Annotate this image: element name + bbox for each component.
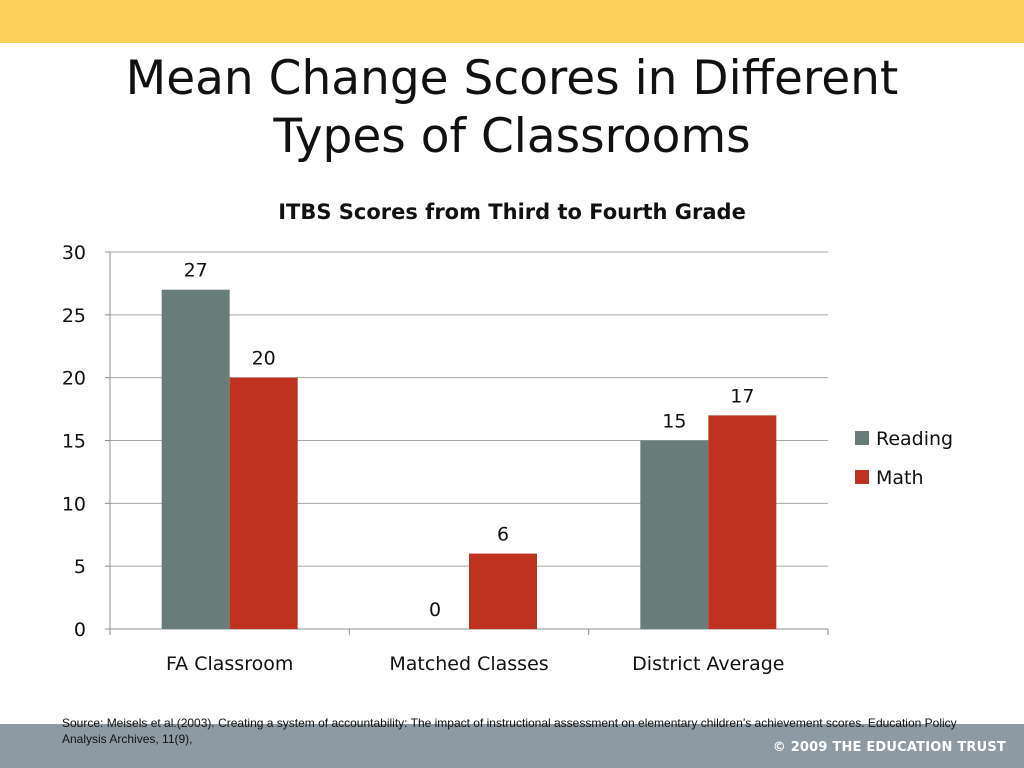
x-tick-label: FA Classroom (166, 653, 293, 675)
legend-swatch-reading (855, 431, 869, 445)
slide-title-line-2: Types of Classrooms (273, 109, 751, 164)
legend-swatch-math (855, 470, 869, 484)
bar-math-1 (469, 553, 537, 629)
data-label: 0 (429, 599, 441, 621)
chart-title: ITBS Scores from Third to Fourth Grade (278, 200, 746, 224)
y-tick-label: 30 (62, 242, 86, 264)
x-tick-label: Matched Classes (389, 653, 548, 675)
legend-label: Math (876, 467, 924, 489)
copyright-text: © 2009 THE EDUCATION TRUST (772, 740, 1006, 755)
data-label: 17 (730, 385, 754, 407)
bar-chart: ITBS Scores from Third to Fourth Grade 0 5… (62, 200, 953, 675)
slide-title: Mean Change Scores in Different Types of… (0, 50, 1024, 166)
bar-reading-0 (161, 289, 230, 629)
y-tick-label: 5 (74, 556, 86, 578)
bar-math-0 (229, 377, 298, 629)
y-tick-label: 15 (62, 431, 86, 453)
top-accent-bar (0, 0, 1024, 43)
legend-label: Reading (876, 428, 953, 450)
data-label: 27 (184, 260, 208, 282)
data-label: 15 (662, 411, 686, 433)
source-note: Source: Meisels et al.(2003). Creating a… (62, 716, 957, 746)
bar-reading-2 (640, 440, 709, 629)
slide-title-line-1: Mean Change Scores in Different (125, 51, 899, 106)
y-tick-label: 20 (62, 368, 86, 390)
bar-math-2 (708, 415, 777, 629)
x-tick-label: District Average (632, 653, 784, 675)
y-tick-label: 10 (62, 493, 86, 515)
y-tick-label: 25 (62, 305, 86, 327)
y-tick-label: 0 (74, 619, 86, 641)
data-label: 20 (252, 348, 276, 370)
footer-bar (0, 724, 1024, 768)
data-label: 6 (497, 524, 509, 546)
